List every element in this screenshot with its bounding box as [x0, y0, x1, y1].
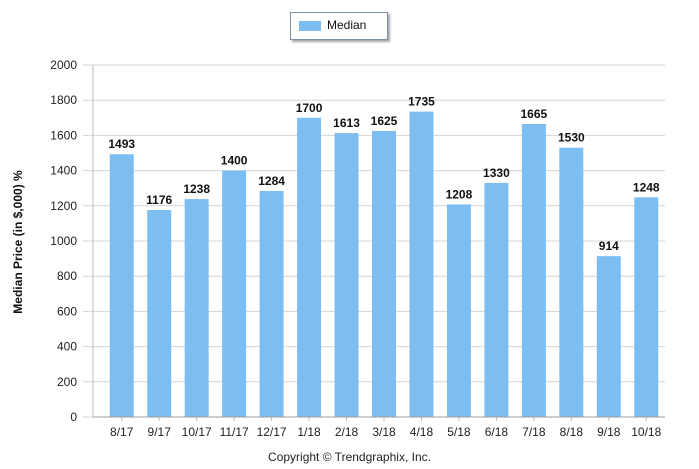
y-tick-label: 1600 — [50, 128, 77, 142]
x-tick-label: 9/18 — [597, 425, 621, 439]
y-tick-label: 600 — [57, 304, 77, 318]
bar — [446, 204, 471, 417]
data-label: 1176 — [146, 193, 172, 207]
bars — [109, 111, 659, 418]
y-tick-label: 200 — [57, 375, 77, 389]
x-tick-label: 5/18 — [447, 425, 471, 439]
bar — [409, 111, 434, 417]
bar — [109, 154, 134, 417]
bar — [147, 210, 172, 417]
y-tick-label: 1800 — [50, 93, 77, 107]
legend-label: Median — [327, 18, 367, 32]
data-label: 1208 — [446, 187, 473, 201]
bar — [222, 170, 247, 417]
data-label: 1493 — [108, 137, 135, 151]
x-tick-label: 1/18 — [297, 425, 321, 439]
data-label: 1248 — [633, 180, 660, 194]
y-tick-label: 0 — [70, 410, 77, 424]
y-tick-label: 400 — [57, 340, 77, 354]
data-label: 914 — [599, 239, 619, 253]
x-tick-label: 12/17 — [257, 425, 287, 439]
y-tick-label: 1000 — [50, 234, 77, 248]
bar — [559, 147, 584, 417]
y-tick-label: 2000 — [50, 58, 77, 72]
y-tick-label: 800 — [57, 269, 77, 283]
bar — [372, 131, 396, 417]
data-label: 1284 — [258, 174, 285, 188]
data-label: 1330 — [483, 166, 510, 180]
copyright-footer: Copyright © Trendgraphix, Inc. — [268, 450, 431, 464]
bar — [634, 197, 659, 417]
x-tick-label: 6/18 — [485, 425, 509, 439]
bar — [596, 256, 621, 417]
data-label: 1530 — [558, 131, 585, 145]
x-tick-label: 10/17 — [182, 425, 212, 439]
bar — [521, 123, 546, 418]
bar — [297, 117, 322, 418]
y-tick-label: 1200 — [50, 199, 77, 213]
data-label: 1700 — [296, 101, 323, 115]
y-tick-label: 1400 — [50, 164, 77, 178]
legend-swatch — [299, 21, 321, 31]
data-label: 1665 — [521, 107, 548, 121]
x-tick-label: 9/17 — [148, 425, 172, 439]
y-axis-label: Median Price (in $,000) % — [11, 170, 25, 314]
data-label: 1613 — [333, 116, 360, 130]
data-label: 1400 — [221, 154, 248, 168]
bar — [484, 182, 509, 417]
x-tick-label: 8/18 — [560, 425, 584, 439]
x-tick-label: 3/18 — [372, 425, 396, 439]
data-label: 1625 — [371, 114, 398, 128]
x-tick-label: 10/18 — [631, 425, 661, 439]
data-labels: 1493 1176 1238 1400 1284 1700 1613 1625 1735 1208… — [108, 95, 660, 253]
bar — [184, 199, 209, 417]
x-tick-label: 11/17 — [220, 425, 249, 439]
x-axis-ticks: 8/17 9/17 10/17 11/17 12/17 1/18 2/18 3/18 4/18 5… — [93, 416, 665, 439]
x-tick-label: 8/17 — [110, 425, 134, 439]
bar — [259, 191, 284, 417]
bar — [334, 133, 359, 417]
data-label: 1238 — [183, 182, 210, 196]
x-tick-label: 7/18 — [522, 425, 546, 439]
x-tick-label: 4/18 — [410, 425, 434, 439]
x-tick-label: 2/18 — [335, 425, 359, 439]
y-axis-ticks: 0 200 400 600 800 1000 1200 1400 1600 1800 2000 — [50, 58, 77, 424]
legend: Median — [290, 12, 388, 40]
data-label: 1735 — [408, 95, 435, 109]
